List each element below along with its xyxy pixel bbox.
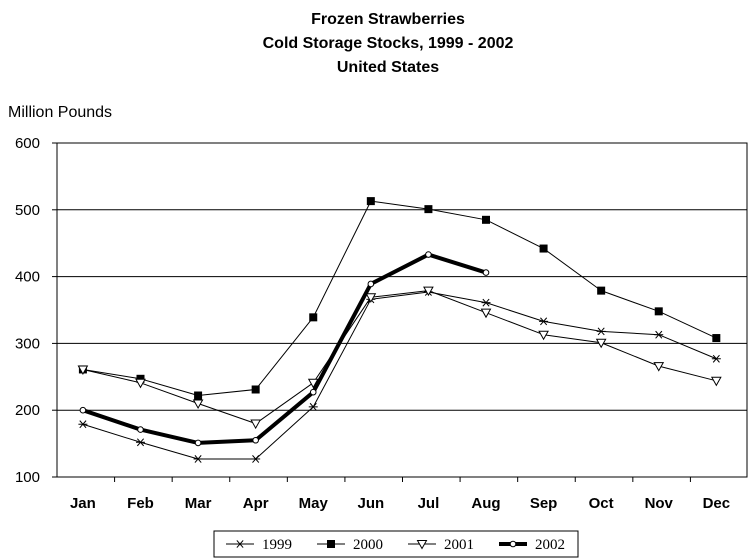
point-2001-jan <box>77 365 89 375</box>
point-2000-jul <box>424 205 433 214</box>
series-line-2001 <box>82 290 717 425</box>
point-2002-mar <box>194 439 202 447</box>
point-1999-mar <box>193 455 203 463</box>
point-2002-may <box>309 388 317 396</box>
point-2000-may <box>309 313 318 322</box>
point-2001-sep <box>538 330 549 341</box>
point-2001-aug <box>480 308 492 319</box>
point-1999-dec <box>711 354 721 363</box>
legend-marker-2001 <box>416 540 428 550</box>
y-tick-label-300: 300 <box>15 335 40 352</box>
x-tick-label-mar: Mar <box>185 495 212 512</box>
legend-entry-2001: 2001 <box>408 537 474 553</box>
point-2002-jul <box>425 251 432 258</box>
point-1999-jan <box>78 420 88 429</box>
x-tick-label-jan: Jan <box>70 495 96 512</box>
point-2002-aug <box>482 269 490 276</box>
legend-marker-1999 <box>235 540 245 548</box>
point-1999-feb <box>135 438 145 447</box>
point-2000-feb <box>136 374 145 383</box>
plot-area <box>56 142 748 478</box>
point-2001-oct <box>595 338 607 349</box>
legend-label-2002: 2002 <box>535 537 565 553</box>
point-2001-feb <box>135 378 146 389</box>
y-tick-label-500: 500 <box>15 202 40 219</box>
x-tick-label-apr: Apr <box>243 495 269 512</box>
point-2002-jan <box>79 406 87 414</box>
grid-lines <box>57 209 747 411</box>
x-tick-label-jul: Jul <box>418 495 440 512</box>
title-line-2: Cold Storage Stocks, 1999 - 2002 <box>263 35 514 52</box>
y-tick-label-100: 100 <box>15 469 40 486</box>
point-2001-nov <box>653 362 665 372</box>
x-tick-label-aug: Aug <box>471 495 500 512</box>
point-1999-oct <box>596 327 606 336</box>
x-tick-label-feb: Feb <box>127 495 154 512</box>
legend: 1999 2000 2001 2002 <box>213 530 579 558</box>
y-tick-label-200: 200 <box>15 402 40 419</box>
y-axis-ticks: 100 200 300 400 500 600 <box>15 135 57 486</box>
point-2002-jun <box>367 280 375 288</box>
legend-entry-1999: 1999 <box>226 537 292 553</box>
series-group <box>77 197 722 463</box>
legend-label-1999: 1999 <box>262 537 292 553</box>
point-2000-mar <box>194 391 203 400</box>
point-2001-dec <box>710 376 722 387</box>
point-2001-may <box>307 378 319 389</box>
series-2001 <box>77 286 722 430</box>
point-2000-apr <box>251 385 260 394</box>
point-2001-apr <box>250 419 262 430</box>
x-tick-label-may: May <box>299 495 329 512</box>
point-2000-jun <box>366 197 375 206</box>
y-tick-label-400: 400 <box>15 269 40 286</box>
point-1999-nov <box>654 330 664 339</box>
title-line-1: Frozen Strawberries <box>311 11 465 28</box>
x-tick-label-jun: Jun <box>357 495 384 512</box>
point-1999-sep <box>539 317 549 326</box>
point-2001-jun <box>365 293 377 303</box>
title-line-3: United States <box>337 59 439 76</box>
x-tick-label-dec: Dec <box>703 495 731 512</box>
point-2002-feb <box>137 426 144 433</box>
legend-entry-2000: 2000 <box>317 537 383 553</box>
y-axis-label: Million Pounds <box>8 104 112 121</box>
x-axis-ticks: Jan Feb Mar Apr May Jun Jul Aug Sep Oct Nov Dec <box>70 477 730 512</box>
series-2000 <box>78 197 721 400</box>
point-2000-aug <box>481 215 490 224</box>
series-2002 <box>79 251 490 447</box>
y-tick-label-600: 600 <box>15 135 40 152</box>
point-1999-aug <box>481 298 491 307</box>
point-2000-sep <box>539 244 548 253</box>
x-tick-label-nov: Nov <box>645 495 674 512</box>
point-2000-dec <box>712 334 721 343</box>
legend-marker-2002 <box>509 540 517 548</box>
legend-entry-2002: 2002 <box>499 537 565 553</box>
legend-label-2000: 2000 <box>353 537 383 553</box>
point-2002-apr <box>252 436 259 444</box>
series-1999 <box>78 288 721 463</box>
point-1999-apr <box>251 455 261 463</box>
legend-marker-2000 <box>327 540 335 548</box>
point-2001-mar <box>192 399 204 410</box>
point-1999-may <box>308 402 318 411</box>
x-tick-label-oct: Oct <box>589 495 614 512</box>
plot-border <box>56 142 748 478</box>
x-tick-label-sep: Sep <box>530 495 558 512</box>
chart-title: Frozen Strawberries Cold Storage Stocks,… <box>263 11 514 76</box>
series-line-2002 <box>82 252 487 445</box>
point-2000-nov <box>654 307 663 316</box>
legend-label-2001: 2001 <box>444 537 474 553</box>
point-2000-oct <box>597 286 606 295</box>
series-line-1999 <box>82 291 717 460</box>
series-line-2000 <box>82 200 717 397</box>
point-2001-jul <box>423 286 434 297</box>
